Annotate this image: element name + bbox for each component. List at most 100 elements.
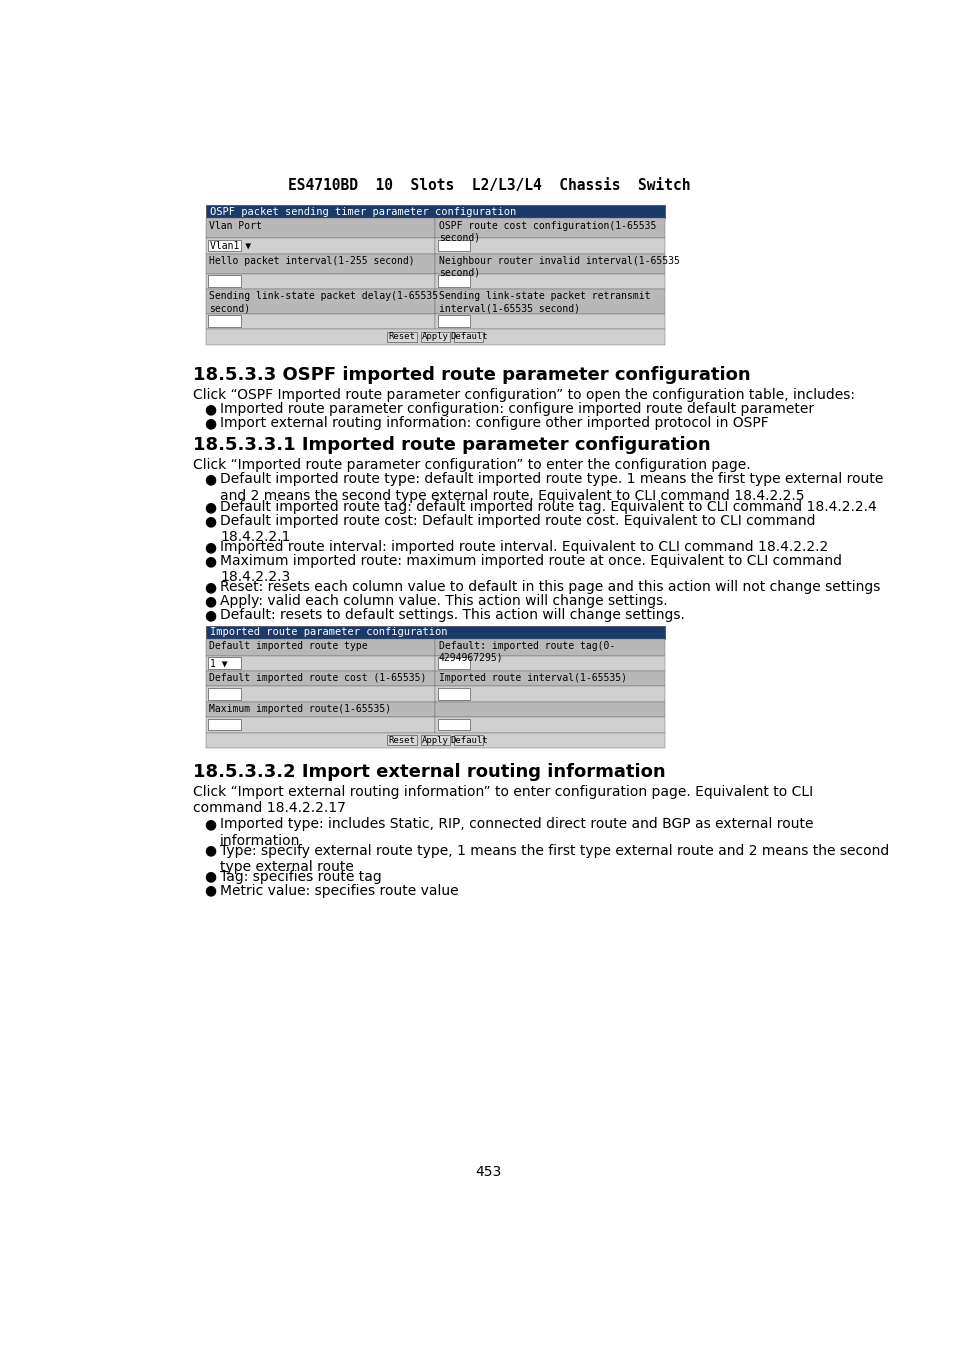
- Bar: [208, 688, 241, 700]
- Text: 18.5.3.3.1 Imported route parameter configuration: 18.5.3.3.1 Imported route parameter conf…: [193, 436, 710, 454]
- Bar: [435, 655, 664, 671]
- Bar: [435, 289, 664, 313]
- Text: Neighbour router invalid interval(1-65535
second): Neighbour router invalid interval(1-6553…: [438, 257, 679, 278]
- Text: Default: Default: [450, 332, 487, 342]
- Text: ●: ●: [204, 884, 216, 897]
- Text: Default: resets to default settings. This action will change settings.: Default: resets to default settings. Thi…: [220, 608, 684, 621]
- Text: Imported route parameter configuration: configure imported route default paramet: Imported route parameter configuration: …: [220, 403, 813, 416]
- Bar: [435, 686, 664, 703]
- Bar: [206, 205, 664, 219]
- Text: ●: ●: [204, 416, 216, 430]
- Text: Maximum imported route(1-65535): Maximum imported route(1-65535): [209, 704, 391, 715]
- Text: Reset: Reset: [388, 332, 416, 342]
- Bar: [206, 219, 435, 238]
- Bar: [208, 240, 241, 251]
- Text: ●: ●: [204, 580, 216, 594]
- Text: ●: ●: [204, 554, 216, 567]
- Bar: [435, 703, 664, 717]
- Bar: [206, 703, 435, 717]
- Text: 1 ▼: 1 ▼: [210, 658, 228, 669]
- Bar: [437, 719, 470, 731]
- Bar: [387, 735, 416, 746]
- Text: Default imported route type: default imported route type. 1 means the first type: Default imported route type: default imp…: [220, 473, 882, 503]
- Text: Sending link-state packet retransmit
interval(1-65535 second): Sending link-state packet retransmit int…: [438, 292, 649, 313]
- Bar: [206, 686, 435, 703]
- Text: Import external routing information: configure other imported protocol in OSPF: Import external routing information: con…: [220, 416, 768, 430]
- Bar: [206, 254, 435, 274]
- Text: 18.5.3.3.2 Import external routing information: 18.5.3.3.2 Import external routing infor…: [193, 763, 665, 781]
- Text: Default imported route cost: Default imported route cost. Equivalent to CLI comm: Default imported route cost: Default imp…: [220, 513, 815, 544]
- Text: Default imported route cost (1-65535): Default imported route cost (1-65535): [209, 673, 426, 684]
- Text: Imported type: includes Static, RIP, connected direct route and BGP as external : Imported type: includes Static, RIP, con…: [220, 817, 813, 847]
- Text: Sending link-state packet delay(1-65535
second): Sending link-state packet delay(1-65535 …: [209, 292, 437, 313]
- Text: OSPF packet sending timer parameter configuration: OSPF packet sending timer parameter conf…: [210, 207, 516, 216]
- Bar: [420, 735, 450, 746]
- Text: Hello packet interval(1-255 second): Hello packet interval(1-255 second): [209, 257, 415, 266]
- Bar: [208, 276, 241, 286]
- Text: Click “OSPF Imported route parameter configuration” to open the configuration ta: Click “OSPF Imported route parameter con…: [193, 388, 854, 401]
- Bar: [435, 313, 664, 330]
- Text: ●: ●: [204, 817, 216, 831]
- Bar: [435, 254, 664, 274]
- Bar: [206, 313, 435, 330]
- Bar: [435, 639, 664, 655]
- Bar: [435, 671, 664, 686]
- Bar: [435, 274, 664, 289]
- Text: Default imported route tag: default imported route tag. Equivalent to CLI comman: Default imported route tag: default impo…: [220, 500, 876, 515]
- Text: ES4710BD  10  Slots  L2/L3/L4  Chassis  Switch: ES4710BD 10 Slots L2/L3/L4 Chassis Switc…: [288, 178, 689, 193]
- Bar: [454, 735, 483, 746]
- Bar: [437, 688, 470, 700]
- Bar: [208, 315, 241, 327]
- Text: Default imported route type: Default imported route type: [209, 642, 368, 651]
- Text: Apply: Apply: [421, 332, 449, 342]
- Bar: [206, 626, 664, 639]
- Text: Maximum imported route: maximum imported route at once. Equivalent to CLI comman: Maximum imported route: maximum imported…: [220, 554, 841, 584]
- Text: ●: ●: [204, 473, 216, 486]
- Bar: [437, 240, 470, 251]
- Text: ●: ●: [204, 843, 216, 858]
- Text: Click “Imported route parameter configuration” to enter the configuration page.: Click “Imported route parameter configur…: [193, 458, 750, 471]
- Bar: [454, 332, 483, 342]
- Text: Tag: specifies route tag: Tag: specifies route tag: [220, 870, 381, 884]
- Text: Default: imported route tag(0-
4294967295): Default: imported route tag(0- 429496729…: [438, 642, 614, 662]
- Text: Imported route interval: imported route interval. Equivalent to CLI command 18.4: Imported route interval: imported route …: [220, 540, 827, 554]
- Bar: [420, 332, 450, 342]
- Text: 18.5.3.3 OSPF imported route parameter configuration: 18.5.3.3 OSPF imported route parameter c…: [193, 366, 750, 384]
- Text: Vlan Port: Vlan Port: [209, 220, 262, 231]
- Text: ●: ●: [204, 870, 216, 884]
- Text: Vlan1 ▼: Vlan1 ▼: [210, 240, 251, 251]
- Bar: [435, 238, 664, 254]
- Text: Type: specify external route type, 1 means the first type external route and 2 m: Type: specify external route type, 1 mea…: [220, 843, 888, 874]
- Bar: [206, 671, 435, 686]
- Bar: [208, 657, 241, 669]
- Bar: [437, 657, 470, 669]
- Text: ●: ●: [204, 500, 216, 515]
- Bar: [206, 289, 435, 313]
- Bar: [206, 639, 435, 655]
- Text: ●: ●: [204, 403, 216, 416]
- Text: Apply: Apply: [421, 736, 449, 744]
- Bar: [435, 219, 664, 238]
- Bar: [437, 276, 470, 286]
- Bar: [206, 717, 435, 732]
- Text: ●: ●: [204, 540, 216, 554]
- Bar: [206, 655, 435, 671]
- Text: Apply: valid each column value. This action will change settings.: Apply: valid each column value. This act…: [220, 594, 667, 608]
- Bar: [435, 717, 664, 732]
- Text: Metric value: specifies route value: Metric value: specifies route value: [220, 884, 458, 897]
- Bar: [437, 315, 470, 327]
- Text: Reset: resets each column value to default in this page and this action will not: Reset: resets each column value to defau…: [220, 580, 880, 594]
- Text: Imported route interval(1-65535): Imported route interval(1-65535): [438, 673, 626, 684]
- Text: Default: Default: [450, 736, 487, 744]
- Text: ●: ●: [204, 594, 216, 608]
- Bar: [208, 719, 241, 731]
- Bar: [206, 330, 664, 345]
- Text: ●: ●: [204, 608, 216, 621]
- Text: Click “Import external routing information” to enter configuration page. Equival: Click “Import external routing informati…: [193, 785, 812, 815]
- Bar: [206, 732, 664, 748]
- Text: Imported route parameter configuration: Imported route parameter configuration: [210, 627, 447, 638]
- Text: OSPF route cost configuration(1-65535
second): OSPF route cost configuration(1-65535 se…: [438, 220, 656, 242]
- Bar: [387, 332, 416, 342]
- Text: 453: 453: [476, 1166, 501, 1179]
- Text: Reset: Reset: [388, 736, 416, 744]
